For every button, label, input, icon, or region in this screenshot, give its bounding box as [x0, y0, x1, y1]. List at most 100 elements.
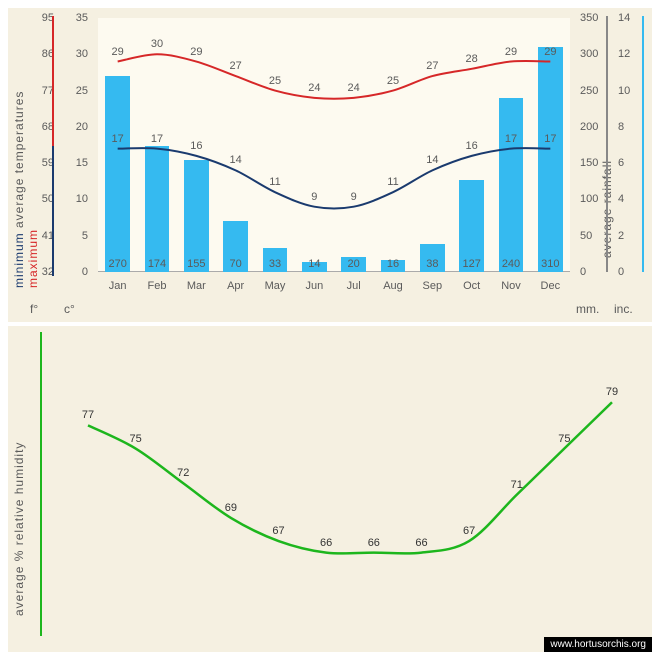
max-temp-value: 24	[304, 82, 324, 94]
max-temp-line	[118, 54, 551, 98]
mm-tick: 250	[580, 85, 604, 97]
humidity-value: 75	[552, 433, 576, 445]
in-tick: 8	[618, 121, 642, 133]
in-tick: 2	[618, 230, 642, 242]
climate-plot-area: 3241505968778695051015202530350501001502…	[98, 18, 570, 272]
c-tick: 25	[64, 85, 88, 97]
month-label: Jan	[103, 280, 133, 292]
min-temp-value: 14	[422, 154, 442, 166]
f-tick: 50	[30, 193, 54, 205]
c-tick: 5	[64, 230, 88, 242]
c-tick: 15	[64, 157, 88, 169]
humidity-value: 69	[219, 502, 243, 514]
min-temp-value: 17	[147, 133, 167, 145]
max-temp-value: 29	[501, 46, 521, 58]
humidity-value: 77	[76, 409, 100, 421]
in-tick: 10	[618, 85, 642, 97]
source-url: www.hortusorchis.org	[544, 637, 652, 652]
c-tick: 0	[64, 266, 88, 278]
month-label: Jun	[299, 280, 329, 292]
mm-axis-line	[606, 16, 608, 272]
max-temp-value: 29	[540, 46, 560, 58]
month-label: Dec	[535, 280, 565, 292]
humidity-value: 72	[171, 467, 195, 479]
in-tick: 6	[618, 157, 642, 169]
f-tick: 59	[30, 157, 54, 169]
month-label: Oct	[457, 280, 487, 292]
mm-tick: 150	[580, 157, 604, 169]
f-tick: 41	[30, 230, 54, 242]
maximum-axis-line	[52, 16, 54, 146]
in-tick: 14	[618, 12, 642, 24]
month-label: Aug	[378, 280, 408, 292]
humidity-value: 71	[505, 479, 529, 491]
humidity-value: 66	[409, 537, 433, 549]
min-temp-value: 17	[108, 133, 128, 145]
inc-axis-line	[642, 16, 644, 272]
humidity-line-layer	[58, 336, 642, 642]
axis-unit: inc.	[614, 302, 633, 316]
month-label: Nov	[496, 280, 526, 292]
humidity-value: 66	[362, 537, 386, 549]
c-tick: 35	[64, 12, 88, 24]
min-temp-value: 14	[226, 154, 246, 166]
month-label: Feb	[142, 280, 172, 292]
in-tick: 0	[618, 266, 642, 278]
line-layer	[98, 18, 570, 272]
max-temp-value: 24	[344, 82, 364, 94]
mm-tick: 100	[580, 193, 604, 205]
c-tick: 30	[64, 48, 88, 60]
f-tick: 68	[30, 121, 54, 133]
humidity-value: 75	[124, 433, 148, 445]
f-tick: 32	[30, 266, 54, 278]
mm-tick: 300	[580, 48, 604, 60]
month-label: Mar	[181, 280, 211, 292]
humidity-axis-label: average % relative humidity	[12, 376, 26, 616]
climate-chart-panel: minimum average temperatures maximum ave…	[8, 8, 652, 322]
min-temp-value: 9	[344, 191, 364, 203]
month-label: Sep	[417, 280, 447, 292]
humidity-plot-area: 77 75 72 69 67 66 66 66 67 71 75 79	[58, 336, 642, 642]
humidity-value: 67	[267, 525, 291, 537]
max-temp-value: 30	[147, 38, 167, 50]
f-tick: 77	[30, 85, 54, 97]
humidity-value: 79	[600, 386, 624, 398]
humidity-line	[88, 402, 612, 553]
f-tick: 95	[30, 12, 54, 24]
mm-tick: 350	[580, 12, 604, 24]
max-temp-value: 27	[422, 60, 442, 72]
min-temp-value: 16	[462, 140, 482, 152]
humidity-value: 66	[314, 537, 338, 549]
month-label: May	[260, 280, 290, 292]
max-temp-value: 25	[265, 75, 285, 87]
c-tick: 20	[64, 121, 88, 133]
max-temp-value: 28	[462, 53, 482, 65]
min-temp-value: 16	[186, 140, 206, 152]
max-temp-value: 29	[108, 46, 128, 58]
humidity-chart-panel: average % relative humidity 77 75 72 69 67 66…	[8, 326, 652, 652]
month-label: Apr	[221, 280, 251, 292]
in-tick: 12	[618, 48, 642, 60]
min-temp-value: 11	[265, 176, 285, 188]
min-temp-value: 11	[383, 176, 403, 188]
mm-tick: 50	[580, 230, 604, 242]
humidity-axis-line	[40, 332, 42, 636]
humidity-value: 67	[457, 525, 481, 537]
minimum-axis-line	[52, 146, 54, 276]
max-temp-value: 25	[383, 75, 403, 87]
mm-tick: 200	[580, 121, 604, 133]
axis-unit: c°	[64, 302, 75, 316]
axis-unit: mm.	[576, 302, 599, 316]
axis-unit: f°	[30, 302, 38, 316]
max-temp-value: 27	[226, 60, 246, 72]
month-label: Jul	[339, 280, 369, 292]
min-temp-line	[118, 148, 551, 208]
min-temp-value: 9	[304, 191, 324, 203]
min-temp-value: 17	[540, 133, 560, 145]
max-temp-value: 29	[186, 46, 206, 58]
f-tick: 86	[30, 48, 54, 60]
c-tick: 10	[64, 193, 88, 205]
in-tick: 4	[618, 193, 642, 205]
min-temp-value: 17	[501, 133, 521, 145]
mm-tick: 0	[580, 266, 604, 278]
